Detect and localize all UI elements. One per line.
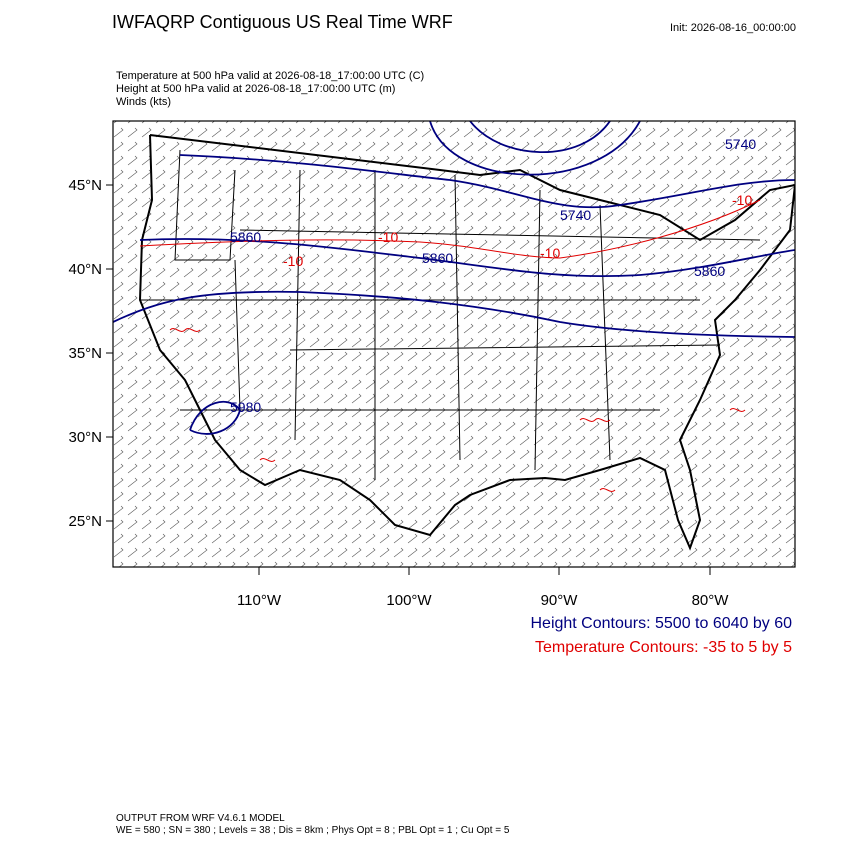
lon-label: 90°W [541, 592, 579, 609]
height-contour-label: 5860 [422, 250, 453, 266]
lat-label: 25°N [68, 513, 102, 530]
height-contour-label: 5860 [230, 229, 261, 245]
lat-label: 45°N [68, 177, 102, 194]
temperature-contour-label: -10 [540, 245, 560, 261]
footer-settings: WE = 580 ; SN = 380 ; Levels = 38 ; Dis … [116, 825, 510, 836]
contour-labels: 5740 5860 5860 5860 5740 5980 -10 -10 -1… [230, 136, 756, 415]
lon-label: 110°W [237, 592, 282, 609]
height-contour-label: 5740 [560, 207, 591, 223]
height-contour-label: 5740 [725, 136, 756, 152]
lat-label: 30°N [68, 429, 102, 446]
ticks [106, 184, 711, 575]
lon-label: 100°W [386, 592, 432, 609]
height-contour-label: 5860 [694, 263, 725, 279]
height-contour-label: 5980 [230, 399, 261, 415]
lat-label: 35°N [68, 345, 102, 362]
footer-model: OUTPUT FROM WRF V4.6.1 MODEL [116, 813, 285, 824]
init-time: Init: 2026-08-16_00:00:00 [670, 22, 796, 34]
lat-label: 40°N [68, 261, 102, 278]
temperature-contour-label: -10 [732, 192, 752, 208]
legend-temperature: Temperature Contours: -35 to 5 by 5 [535, 639, 792, 656]
temperature-contour-label: -10 [378, 229, 398, 245]
field-label: Winds (kts) [116, 96, 171, 108]
legend-height: Height Contours: 5500 to 6040 by 60 [530, 615, 792, 632]
map: 5740 5860 5860 5860 5740 5980 -10 -10 -1… [113, 121, 795, 567]
field-label: Height at 500 hPa valid at 2026-08-18_17… [116, 83, 395, 95]
field-label: Temperature at 500 hPa valid at 2026-08-… [116, 70, 424, 82]
title: IWFAQRP Contiguous US Real Time WRF [112, 12, 453, 32]
temperature-contour-label: -10 [283, 253, 303, 269]
map-frame [112, 120, 796, 568]
lon-label: 80°W [692, 592, 730, 609]
